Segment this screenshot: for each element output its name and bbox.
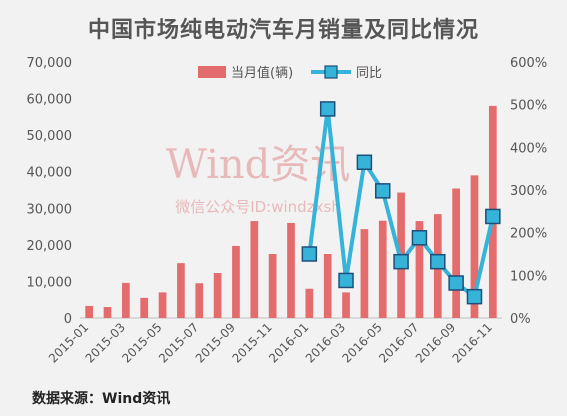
line-marker: [301, 246, 318, 262]
line-marker: [485, 208, 501, 225]
bar: [470, 175, 479, 318]
x-tick-label: 2016-11: [450, 320, 495, 365]
y-left-tick-label: 30,000: [27, 202, 73, 217]
y-right-tick-label: 300%: [510, 184, 547, 199]
y-left-tick-label: 70,000: [27, 56, 73, 71]
bar: [287, 222, 295, 318]
y-left-tick-label: 50,000: [27, 129, 73, 144]
bar: [323, 254, 332, 318]
line-marker: [430, 253, 446, 270]
bar: [195, 283, 204, 318]
source-note: 数据来源：Wind资讯: [32, 391, 171, 407]
y-left-tick-label: 10,000: [27, 275, 73, 290]
y-right-tick-label: 500%: [510, 99, 547, 114]
y-right-tick-label: 100%: [510, 269, 547, 284]
line-marker: [356, 154, 373, 171]
bar: [85, 305, 94, 318]
bar: [213, 273, 222, 318]
line-marker: [319, 101, 336, 117]
bar: [342, 292, 350, 318]
bar: [415, 221, 424, 318]
bar: [452, 188, 460, 318]
bar: [103, 307, 112, 318]
legend-marker-yoy: [324, 65, 338, 79]
bar: [250, 221, 259, 318]
line-marker: [374, 183, 391, 199]
bar: [140, 297, 149, 318]
y-left-tick-label: 0: [64, 312, 72, 327]
bar: [305, 288, 314, 318]
line-marker: [393, 253, 409, 270]
y-right-tick-label: 200%: [510, 227, 547, 242]
legend-label-bar: 当月值(辆): [231, 65, 293, 81]
bar: [177, 263, 185, 318]
bar: [360, 229, 369, 318]
y-right-tick-label: 600%: [510, 56, 547, 71]
bar: [158, 292, 167, 318]
legend-label-yoy: 同比: [356, 66, 382, 81]
bar: [378, 220, 387, 318]
line-marker: [411, 230, 428, 246]
y-left-tick-label: 60,000: [27, 93, 73, 108]
bar: [232, 245, 240, 318]
y-left-tick-label: 40,000: [27, 166, 73, 181]
y-right-tick-label: 400%: [510, 141, 547, 156]
chart-title: 中国市场纯电动汽车月销量及同比情况: [87, 18, 479, 43]
line-marker: [338, 272, 354, 289]
line-marker: [466, 288, 483, 305]
legend-swatch-bar: [198, 66, 226, 78]
bar: [122, 282, 130, 318]
watermark-subtext: 微信公众号ID:windzxsh: [175, 198, 341, 216]
bar: [268, 254, 277, 318]
y-right-tick-label: 0%: [510, 312, 531, 327]
line-marker: [448, 275, 464, 291]
y-left-tick-label: 20,000: [27, 239, 73, 254]
